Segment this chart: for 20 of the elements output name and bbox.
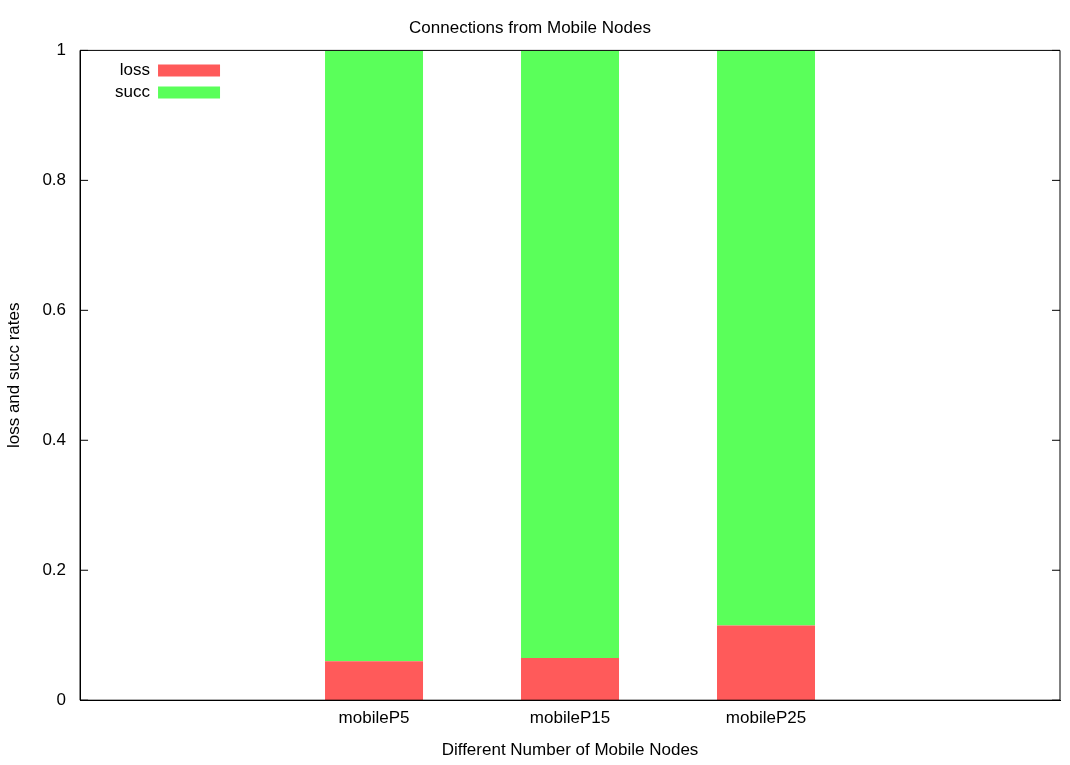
x-tick-label: mobileP5 (338, 708, 410, 728)
bar (717, 625, 816, 701)
bar (325, 50, 424, 662)
x-axis-title: Different Number of Mobile Nodes (441, 740, 699, 760)
bar (325, 661, 424, 701)
legend-label: loss (119, 60, 151, 80)
bar (717, 50, 816, 626)
legend-label: succ (115, 82, 151, 102)
y-tick-label: 0.2 (42, 559, 67, 579)
y-tick-label: 0.6 (42, 300, 67, 320)
x-tick-label: mobileP25 (725, 708, 807, 728)
y-tick-label: 0.8 (42, 170, 67, 190)
y-axis-title: loss and succ rates (3, 302, 23, 449)
bar (521, 50, 620, 658)
y-tick-label: 1 (56, 40, 67, 60)
bar (521, 657, 620, 701)
y-tick-label: 0.4 (42, 429, 67, 449)
y-tick-label: 0 (56, 689, 67, 709)
x-tick-label: mobileP15 (529, 708, 611, 728)
chart-title: Connections from Mobile Nodes (409, 17, 651, 37)
